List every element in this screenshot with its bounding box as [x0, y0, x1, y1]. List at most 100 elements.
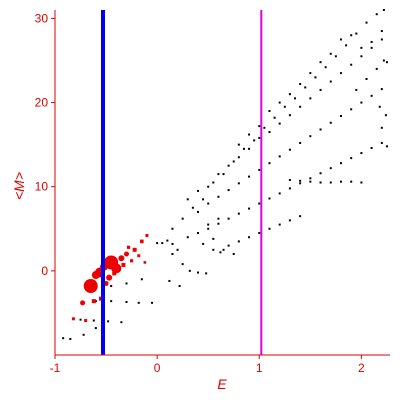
data-point	[237, 212, 240, 215]
data-point	[370, 40, 373, 43]
vertical-lines	[101, 10, 263, 355]
data-point	[365, 78, 368, 80]
data-point	[378, 105, 381, 108]
data-point-red	[91, 299, 96, 304]
data-point	[319, 181, 322, 184]
data-point	[188, 269, 191, 272]
data-point	[360, 152, 363, 155]
data-point	[94, 327, 97, 330]
data-point	[309, 135, 312, 138]
x-tick-label: 2	[358, 361, 365, 375]
data-point	[309, 97, 312, 100]
data-point	[283, 105, 286, 108]
data-point	[299, 182, 302, 185]
data-point	[339, 38, 342, 41]
data-point	[253, 139, 256, 142]
data-point	[227, 244, 230, 247]
data-point	[222, 248, 225, 251]
data-point	[217, 195, 220, 198]
data-point	[110, 285, 113, 287]
data-point	[350, 180, 353, 183]
data-point	[212, 181, 215, 184]
data-point	[329, 121, 332, 124]
data-point	[319, 128, 322, 131]
data-point	[212, 237, 215, 240]
data-point	[217, 217, 220, 220]
data-point	[248, 207, 251, 210]
data-point	[171, 242, 174, 245]
data-point	[248, 175, 251, 178]
data-point	[360, 101, 363, 104]
data-point	[110, 300, 113, 303]
data-point	[370, 94, 373, 97]
data-point	[207, 223, 210, 226]
data-point-red	[132, 247, 137, 252]
data-point	[268, 197, 271, 200]
data-point	[268, 131, 271, 134]
data-point	[178, 285, 181, 287]
data-point	[360, 55, 363, 58]
data-point	[69, 338, 72, 341]
data-point	[171, 227, 174, 230]
data-point	[202, 242, 205, 245]
data-point	[350, 108, 353, 111]
data-point	[222, 173, 225, 176]
data-point	[334, 55, 337, 58]
black-points-series	[62, 9, 388, 341]
data-point	[258, 136, 261, 139]
data-point	[196, 210, 199, 213]
data-point	[196, 189, 199, 192]
data-point	[217, 173, 220, 176]
data-point	[380, 38, 383, 41]
data-point	[166, 239, 169, 242]
data-point	[324, 66, 327, 69]
data-point	[196, 231, 199, 234]
axes	[54, 10, 390, 356]
data-point	[79, 318, 82, 321]
data-point	[339, 72, 342, 75]
data-point	[181, 263, 184, 266]
data-point	[355, 88, 358, 91]
data-point	[120, 321, 123, 324]
data-point	[385, 145, 388, 148]
x-tick-label: 0	[154, 361, 161, 375]
data-point	[288, 187, 291, 190]
data-point	[227, 217, 230, 220]
data-point	[171, 253, 174, 256]
data-point	[202, 198, 205, 201]
data-point-red	[137, 254, 141, 258]
data-point	[219, 251, 222, 254]
data-point-red	[130, 259, 134, 263]
data-point	[319, 61, 322, 64]
data-point	[278, 101, 281, 104]
data-point	[294, 97, 297, 100]
data-point	[314, 76, 317, 79]
data-point	[227, 164, 230, 167]
data-point-red	[71, 317, 75, 321]
data-point	[62, 337, 65, 340]
data-point	[375, 13, 378, 16]
data-point	[94, 300, 97, 303]
data-point	[288, 114, 291, 117]
data-point-red	[121, 262, 126, 267]
y-tick-label: 20	[35, 96, 49, 110]
data-point	[232, 253, 235, 256]
data-point	[355, 32, 358, 35]
data-point-red	[84, 319, 88, 322]
x-axis-label: E	[217, 376, 227, 392]
data-point-red	[83, 279, 98, 293]
data-point	[237, 143, 240, 146]
data-point	[248, 147, 251, 150]
data-point	[125, 282, 128, 285]
data-point	[217, 222, 220, 225]
data-point	[258, 202, 261, 205]
data-point	[319, 172, 322, 175]
data-point	[385, 61, 388, 64]
data-point-red	[111, 263, 122, 274]
data-point	[207, 185, 210, 188]
data-point	[309, 72, 312, 75]
data-point	[278, 223, 281, 226]
data-point	[345, 44, 348, 47]
data-point	[299, 215, 302, 218]
